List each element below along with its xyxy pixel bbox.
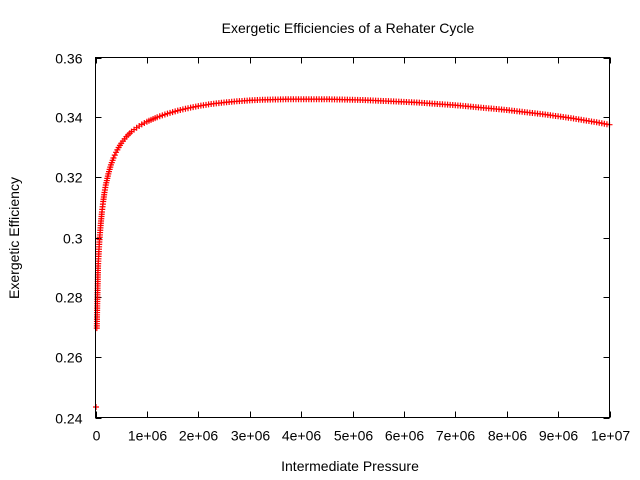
x-tick-label: 2e+06 [179, 428, 219, 444]
y-tick-label: 0.28 [55, 290, 82, 306]
data-points [93, 96, 613, 410]
plot-frame [95, 57, 610, 418]
x-tick-label: 7e+06 [436, 428, 476, 444]
data-point-interp [111, 152, 118, 159]
x-tick-label: 6e+06 [385, 428, 425, 444]
y-tick-label: 0.3 [63, 231, 83, 247]
axis-ticks [95, 57, 611, 419]
x-tick-label: 3e+06 [231, 428, 271, 444]
y-tick-label: 0.34 [55, 110, 82, 126]
x-axis-label: Intermediate Pressure [281, 458, 419, 474]
y-tick-label: 0.24 [55, 411, 82, 427]
y-tick-label: 0.32 [55, 170, 82, 186]
x-tick-label: 9e+06 [539, 428, 579, 444]
y-axis-label: Exergetic Efficiency [6, 177, 22, 299]
x-tick-label: 1e+07 [591, 428, 631, 444]
y-tick-label: 0.26 [55, 350, 82, 366]
axis-tick-labels: 0 1e+06 2e+06 3e+06 4e+06 5e+06 6e+06 7e+06 8e+0… [55, 51, 630, 444]
x-tick-label: 0 [93, 428, 101, 444]
y-tick-label: 0.36 [55, 51, 82, 67]
x-tick-label: 4e+06 [282, 428, 322, 444]
x-tick-label: 5e+06 [334, 428, 374, 444]
x-tick-label: 8e+06 [488, 428, 528, 444]
chart-title: Exergetic Efficiencies of a Rehater Cycl… [222, 20, 475, 36]
x-tick-label: 1e+06 [128, 428, 168, 444]
data-point [93, 404, 100, 410]
data-point [110, 155, 117, 161]
